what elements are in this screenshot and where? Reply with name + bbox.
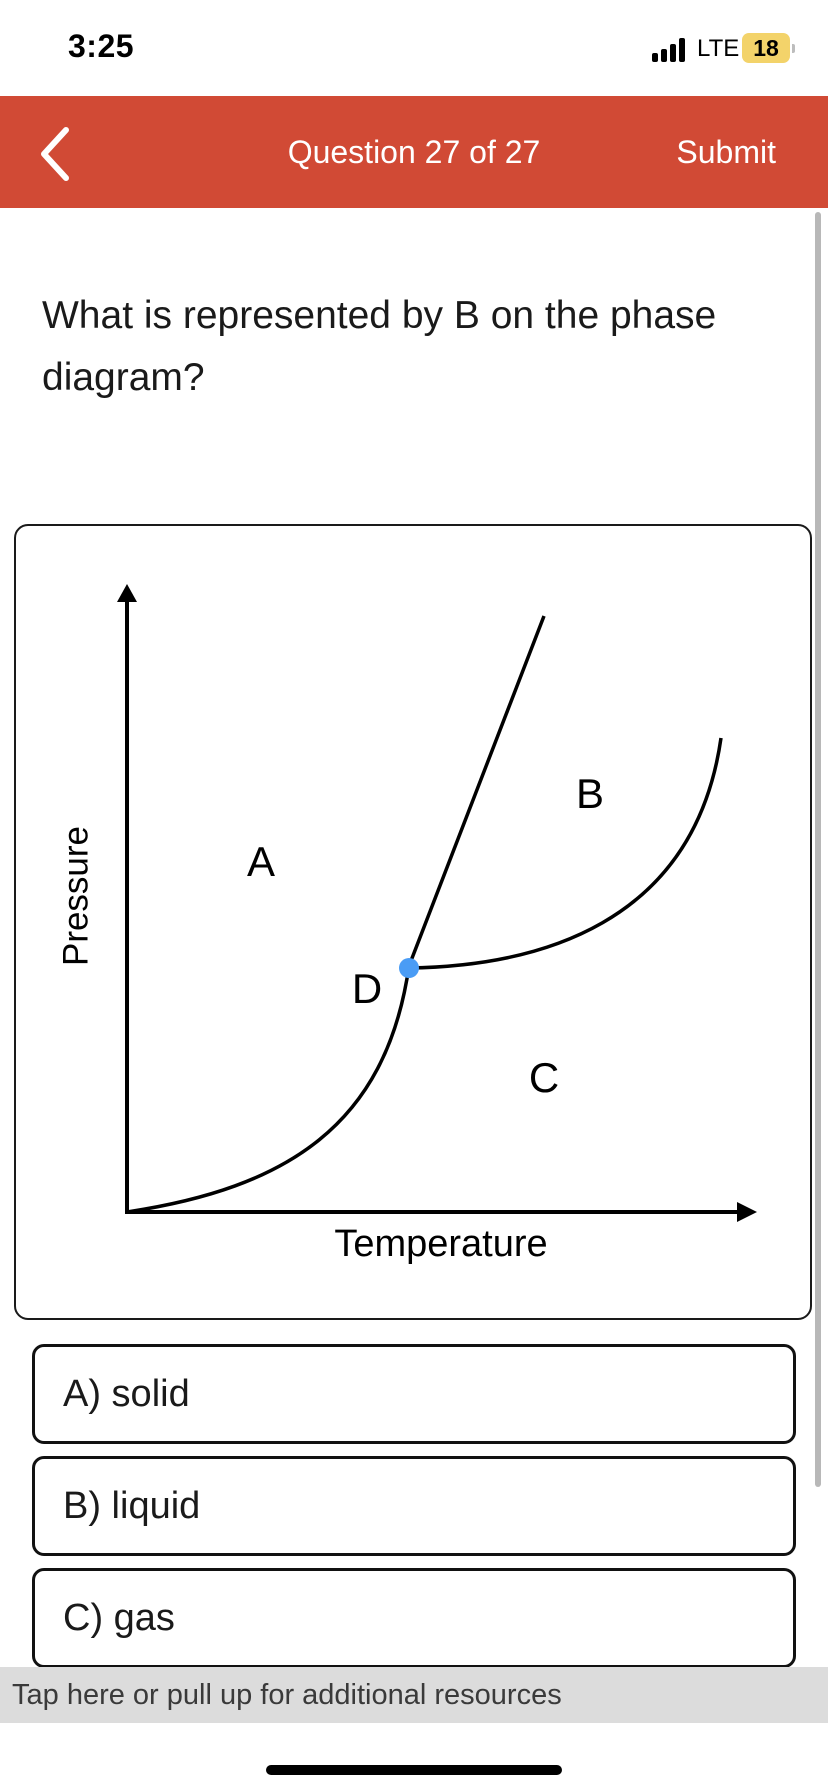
answer-option-a[interactable]: A) solid <box>32 1344 796 1444</box>
phase-diagram-card: Pressure Temperature A B C D <box>14 524 812 1320</box>
phase-diagram: Pressure Temperature A B C D <box>56 584 757 1265</box>
submit-button[interactable]: Submit <box>676 134 776 170</box>
triple-point-dot <box>399 958 419 978</box>
point-label-d: D <box>352 965 382 1012</box>
signal-strength-icon <box>652 38 688 62</box>
battery-nub <box>792 44 795 53</box>
vaporization-curve <box>408 737 723 970</box>
question-text: What is represented by B on the phase di… <box>42 294 717 399</box>
x-axis-arrow <box>737 1202 757 1222</box>
region-label-c: C <box>529 1054 559 1101</box>
scrollbar[interactable] <box>815 212 821 1487</box>
sublimation-curve <box>126 965 411 1214</box>
additional-resources-bar[interactable]: Tap here or pull up for additional resou… <box>0 1667 828 1723</box>
home-indicator[interactable] <box>266 1765 562 1775</box>
question-counter: Question 27 of 27 <box>287 134 541 170</box>
answer-option-label: C) gas <box>63 1597 175 1639</box>
status-time: 3:25 <box>68 28 135 64</box>
y-axis-label: Pressure <box>56 826 95 966</box>
y-axis-arrow <box>117 584 137 602</box>
quiz-header: Question 27 of 27 Submit <box>0 96 828 208</box>
back-button[interactable] <box>30 118 90 186</box>
fusion-curve <box>407 615 546 967</box>
status-bar: 3:25 LTE 18 <box>0 0 828 96</box>
answer-option-label: A) solid <box>63 1373 190 1415</box>
chevron-left-icon <box>41 127 69 181</box>
answer-option-b[interactable]: B) liquid <box>32 1456 796 1556</box>
x-axis-label: Temperature <box>334 1223 547 1265</box>
answer-option-label: B) liquid <box>63 1485 201 1527</box>
battery-icon: 18 <box>742 33 790 63</box>
region-label-b: B <box>576 770 604 817</box>
network-type: LTE <box>697 35 740 62</box>
answer-option-c[interactable]: C) gas <box>32 1568 796 1668</box>
additional-resources-text: Tap here or pull up for additional resou… <box>12 1679 562 1711</box>
region-label-a: A <box>247 838 275 885</box>
